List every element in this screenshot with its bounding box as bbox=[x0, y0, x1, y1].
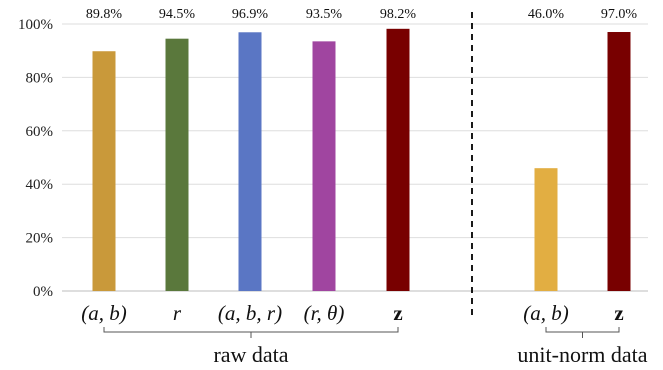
group-brackets: raw data unit-norm data bbox=[103, 327, 648, 367]
data-label: 98.2% bbox=[380, 7, 417, 22]
data-label: 93.5% bbox=[306, 7, 343, 22]
group-bracket bbox=[103, 327, 399, 333]
y-tick-label: 60% bbox=[26, 124, 54, 140]
bar bbox=[534, 168, 558, 291]
data-label: 96.9% bbox=[232, 7, 269, 22]
bar bbox=[312, 41, 336, 292]
category-label: z bbox=[614, 301, 623, 325]
y-tick-label: 100% bbox=[18, 17, 53, 33]
data-label: 94.5% bbox=[159, 7, 196, 22]
y-tick-label: 0% bbox=[33, 284, 53, 300]
data-label: 97.0% bbox=[601, 7, 638, 22]
data-label: 89.8% bbox=[86, 7, 123, 22]
group-bracket bbox=[545, 327, 620, 333]
group-label: raw data bbox=[213, 342, 288, 367]
category-label: r bbox=[173, 301, 182, 325]
bar bbox=[607, 32, 631, 291]
y-axis: 0% 20% 40% 60% 80% 100% bbox=[18, 17, 53, 300]
y-tick-label: 20% bbox=[26, 231, 54, 247]
bar bbox=[92, 51, 116, 291]
category-label: (r, θ) bbox=[304, 301, 345, 325]
group-label: unit-norm data bbox=[517, 342, 647, 367]
category-label: (a, b) bbox=[523, 301, 569, 325]
bar bbox=[238, 32, 262, 291]
y-tick-label: 40% bbox=[26, 177, 54, 193]
category-label: (a, b, r) bbox=[218, 301, 282, 325]
gridlines bbox=[62, 23, 648, 292]
bars bbox=[92, 28, 631, 292]
category-label: z bbox=[393, 301, 402, 325]
category-label: (a, b) bbox=[81, 301, 127, 325]
bar bbox=[165, 38, 189, 292]
bar bbox=[386, 28, 410, 291]
category-labels: (a, b) r (a, b, r) (r, θ) z (a, b) z bbox=[81, 301, 623, 325]
data-label: 46.0% bbox=[528, 7, 565, 22]
data-labels: 89.8% 94.5% 96.9% 93.5% 98.2% 46.0% 97.0% bbox=[86, 7, 638, 22]
y-tick-label: 80% bbox=[26, 70, 54, 86]
